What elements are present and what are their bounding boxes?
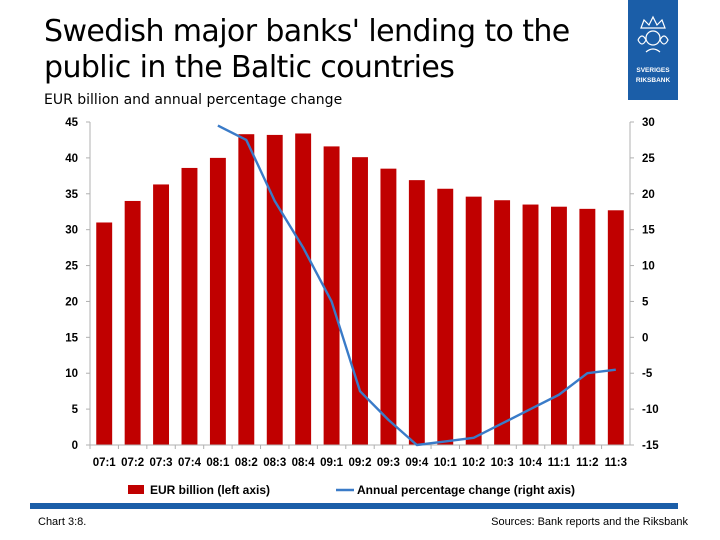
left-tick-label: 35: [65, 189, 78, 201]
x-tick-label: 07:1: [93, 457, 117, 469]
bar-08-3: [266, 134, 283, 446]
right-tick-label: 0: [642, 332, 648, 344]
bar-07-1: [96, 222, 113, 445]
x-tick-label: 07:4: [178, 457, 202, 469]
right-tick-label: 25: [642, 153, 655, 165]
x-tick-label: 08:1: [206, 457, 230, 469]
bar-10-3: [494, 200, 511, 445]
left-tick-label: 15: [65, 332, 78, 344]
bar-11-3: [607, 210, 624, 445]
x-tick-label: 08:4: [292, 457, 316, 469]
x-tick-label: 09:1: [320, 457, 344, 469]
legend-swatch-bars: [128, 485, 144, 494]
bar-10-2: [465, 196, 482, 445]
right-tick-label: -15: [642, 440, 659, 452]
right-tick-label: -5: [642, 368, 653, 380]
left-tick-label: 0: [72, 440, 78, 452]
x-tick-label: 10:4: [519, 457, 543, 469]
right-tick-label: 5: [642, 296, 649, 308]
left-tick-label: 5: [72, 404, 79, 416]
bar-09-3: [380, 168, 397, 445]
logo-text-line1: SVERIGES: [636, 67, 670, 74]
x-tick-label: 09:4: [405, 457, 429, 469]
bar-11-2: [579, 208, 596, 445]
bar-07-3: [153, 184, 170, 446]
x-tick-label: 10:3: [491, 457, 514, 469]
bar-08-2: [238, 134, 255, 446]
left-tick-label: 40: [65, 153, 78, 165]
riksbank-logo: SVERIGES RIKSBANK: [628, 0, 678, 100]
sources-note: Sources: Bank reports and the Riksbank: [491, 516, 688, 528]
bar-09-2: [352, 157, 368, 445]
bar-07-4: [181, 167, 198, 445]
bar-10-1: [437, 188, 454, 445]
left-tick-label: 30: [65, 225, 78, 237]
left-tick-label: 45: [65, 117, 78, 129]
x-tick-label: 10:2: [462, 457, 485, 469]
legend-label-bars: EUR billion (left axis): [150, 483, 270, 497]
right-tick-label: 15: [642, 225, 655, 237]
x-tick-label: 08:3: [263, 457, 286, 469]
footer-bar: [30, 503, 678, 509]
x-tick-label: 10:1: [434, 457, 458, 469]
bar-09-4: [408, 180, 425, 445]
legend-label-line: Annual percentage change (right axis): [357, 483, 575, 497]
bar-08-1: [209, 157, 226, 445]
x-tick-label: 11:2: [576, 457, 598, 469]
x-tick-label: 11:1: [548, 457, 571, 469]
chart-legend: EUR billion (left axis) Annual percentage…: [128, 483, 575, 497]
bar-09-1: [323, 146, 340, 445]
x-tick-label: 11:3: [605, 457, 627, 469]
x-tick-label: 07:2: [121, 457, 144, 469]
bar-10-4: [522, 204, 539, 445]
x-tick-label: 09:3: [377, 457, 400, 469]
x-tick-label: 07:3: [150, 457, 173, 469]
left-tick-label: 20: [65, 296, 78, 308]
logo-text-line2: RIKSBANK: [636, 77, 671, 84]
right-tick-label: 10: [642, 261, 655, 273]
left-tick-label: 25: [65, 261, 78, 273]
bar-11-1: [550, 206, 567, 445]
x-tick-label: 09:2: [348, 457, 371, 469]
x-tick-label: 08:2: [235, 457, 258, 469]
bar-08-4: [295, 133, 312, 446]
left-tick-label: 10: [65, 368, 78, 380]
right-tick-label: 30: [642, 117, 655, 129]
page-title: Swedish major banks' lending to the publ…: [44, 14, 570, 85]
chart-subtitle: EUR billion and annual percentage change: [44, 92, 343, 108]
bar-07-2: [124, 200, 141, 445]
right-tick-label: -10: [642, 404, 659, 416]
chart-number: Chart 3:8.: [38, 516, 87, 528]
crown-emblem-icon: [637, 15, 669, 53]
right-tick-label: 20: [642, 189, 655, 201]
